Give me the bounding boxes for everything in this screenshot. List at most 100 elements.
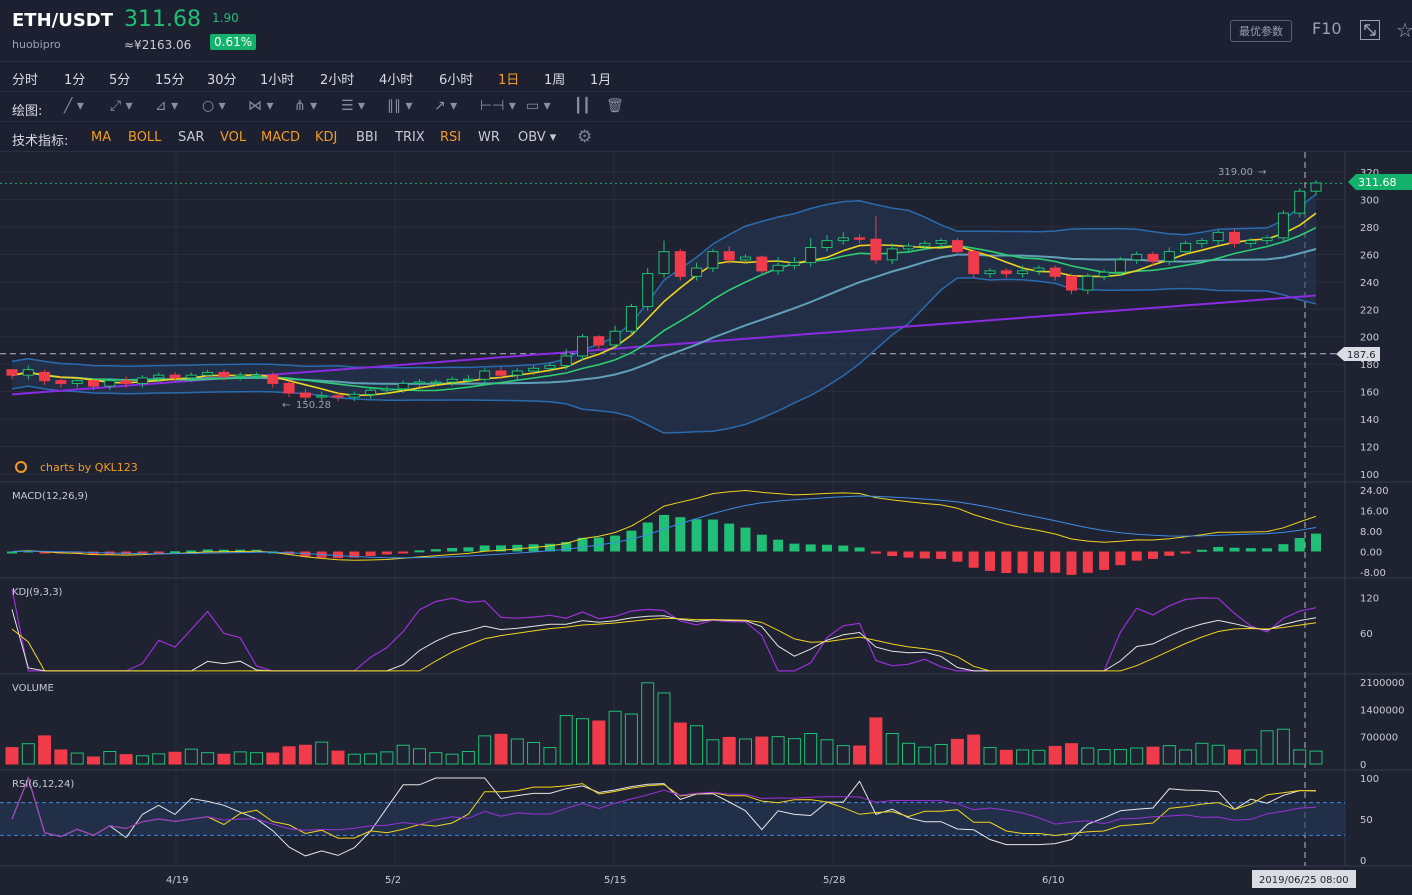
arrow-tool-icon[interactable]: ↗ ▾ bbox=[434, 98, 458, 114]
fib-tool-icon[interactable]: ☰ ▾ bbox=[341, 98, 366, 114]
qkl-logo-icon bbox=[15, 461, 27, 473]
trash-icon[interactable]: 🗑 bbox=[606, 98, 624, 114]
date-tick-label: 4/19 bbox=[166, 875, 188, 886]
tab-timeframe[interactable]: 1小时 bbox=[260, 73, 295, 88]
pattern-tool-icon[interactable]: ⋈ ▾ bbox=[248, 98, 274, 114]
tab-timeframe[interactable]: 5分 bbox=[109, 73, 131, 88]
tab-timeframe[interactable]: 1周 bbox=[544, 73, 566, 88]
macd-histogram-bar bbox=[463, 547, 474, 552]
volume-bar bbox=[135, 755, 149, 765]
price-tick-label: 320 bbox=[1360, 168, 1379, 179]
channel-tool-icon[interactable]: ⊿ ▾ bbox=[155, 98, 179, 114]
tab-timeframe[interactable]: 4小时 bbox=[379, 73, 414, 88]
candle-up bbox=[903, 245, 914, 250]
rsi-tick-label: 0 bbox=[1360, 856, 1366, 867]
volume-bar bbox=[1032, 749, 1046, 765]
indicator-toggle[interactable]: TRIX bbox=[395, 130, 425, 145]
volume-bar bbox=[315, 741, 329, 765]
svg-text:187.6: 187.6 bbox=[1347, 350, 1376, 361]
indicator-toggle[interactable]: RSI bbox=[440, 130, 462, 145]
candle-up bbox=[22, 369, 34, 376]
candle-up bbox=[1180, 242, 1192, 253]
candle-up bbox=[511, 370, 523, 376]
volume-bar bbox=[624, 713, 638, 765]
volume-bar bbox=[478, 735, 492, 765]
candle-up bbox=[1114, 259, 1126, 273]
candle-up bbox=[577, 336, 588, 357]
volume-bar bbox=[510, 738, 524, 765]
indicator-toggle[interactable]: BBI bbox=[356, 130, 378, 145]
tab-timeframe[interactable]: 1分 bbox=[64, 73, 86, 88]
candle-down bbox=[169, 374, 181, 379]
fullscreen-icon[interactable] bbox=[1360, 20, 1380, 40]
measure-tool-icon[interactable]: ⊢⊣ ▾ bbox=[480, 98, 516, 114]
volume-bar bbox=[5, 747, 19, 765]
candle-up bbox=[740, 256, 751, 261]
candle-down bbox=[299, 392, 311, 398]
shape-tool-icon[interactable]: ○ ▾ bbox=[202, 98, 226, 114]
volume-bar bbox=[885, 733, 899, 765]
candle-up bbox=[234, 374, 246, 378]
drawing-label: 绘图: bbox=[12, 104, 43, 119]
tab-timeframe-active[interactable]: 1日 bbox=[498, 73, 520, 88]
macd-histogram-bar bbox=[1311, 533, 1321, 552]
macd-histogram-bar bbox=[659, 514, 669, 552]
macd-histogram-bar bbox=[137, 551, 148, 554]
candlesticks bbox=[6, 180, 1322, 402]
macd-histogram-bar bbox=[235, 549, 246, 552]
rsi-pane bbox=[0, 776, 1345, 857]
volume-bar bbox=[755, 736, 769, 765]
price-chart[interactable]: 320 300 280 260 240 220 200 180 160 140 120 100 24.0… bbox=[0, 152, 1412, 895]
price-tick-label: 200 bbox=[1360, 333, 1379, 344]
tab-timeframe[interactable]: 1月 bbox=[590, 73, 612, 88]
macd-histogram-bar bbox=[985, 551, 995, 571]
macd-histogram-bar bbox=[577, 537, 588, 552]
macd-histogram-bar bbox=[1278, 544, 1289, 552]
ticker-header: ETH/USDT huobipro 311.68 ≈¥2163.06 1.90 … bbox=[0, 0, 1412, 62]
indicator-toggle[interactable]: KDJ bbox=[315, 130, 338, 145]
best-params-button[interactable]: 最优参数 bbox=[1230, 20, 1292, 42]
macd-dif-line bbox=[11, 489, 1317, 561]
indicator-toggle[interactable]: MACD bbox=[261, 130, 300, 145]
volume-bar bbox=[1048, 745, 1062, 765]
indicator-toggle[interactable]: SAR bbox=[178, 130, 205, 145]
candle-up bbox=[837, 237, 849, 242]
ray-tool-icon[interactable]: ⤢ ▾ bbox=[110, 98, 133, 114]
candle-down bbox=[1147, 253, 1159, 262]
indicator-toggle[interactable]: BOLL bbox=[128, 130, 162, 145]
tab-timeframe[interactable]: 30分 bbox=[207, 73, 237, 88]
candle-down bbox=[723, 251, 735, 261]
gann-tool-icon[interactable]: ∥∥ ▾ bbox=[387, 98, 413, 114]
candle-down bbox=[55, 380, 67, 384]
indicator-toggle[interactable]: OBV ▾ bbox=[518, 130, 557, 145]
indicator-toggle[interactable]: VOL bbox=[220, 130, 247, 145]
f10-button[interactable]: F10 bbox=[1312, 19, 1342, 38]
tab-timeframe[interactable]: 分时 bbox=[12, 73, 39, 88]
tab-timeframe[interactable]: 6小时 bbox=[439, 73, 474, 88]
indicator-toggle[interactable]: WR bbox=[478, 130, 500, 145]
line-tool-icon[interactable]: ╱ ▾ bbox=[64, 98, 84, 114]
svg-text:2019/06/25 08:00: 2019/06/25 08:00 bbox=[1259, 875, 1349, 886]
price-tick-label: 100 bbox=[1360, 470, 1379, 481]
gear-icon[interactable]: ⚙ bbox=[577, 127, 593, 147]
fork-tool-icon[interactable]: ⋔ ▾ bbox=[294, 98, 318, 114]
macd-histogram-bar bbox=[1245, 548, 1256, 552]
volume-bar bbox=[1309, 750, 1323, 765]
volume-bar bbox=[461, 751, 475, 765]
note-tool-icon[interactable]: ▭ ▾ bbox=[526, 98, 551, 114]
indicator-toggle[interactable]: MA bbox=[91, 130, 112, 145]
candle-up bbox=[1196, 240, 1208, 244]
star-icon[interactable]: ☆ bbox=[1396, 18, 1412, 42]
candle-up bbox=[919, 242, 931, 247]
tab-timeframe[interactable]: 2小时 bbox=[320, 73, 355, 88]
bars-tool-icon[interactable]: ┃┃ bbox=[574, 98, 591, 114]
price-tick-label: 120 bbox=[1360, 443, 1379, 454]
macd-histogram-bar bbox=[300, 551, 311, 557]
macd-histogram-bar bbox=[1213, 546, 1224, 552]
tab-timeframe[interactable]: 15分 bbox=[155, 73, 185, 88]
macd-histogram-bar bbox=[675, 517, 686, 552]
rsi24-line bbox=[11, 776, 1317, 838]
candle-up bbox=[251, 374, 262, 377]
date-tick-label: 6/10 bbox=[1042, 875, 1064, 886]
volume-bar bbox=[1097, 749, 1111, 765]
